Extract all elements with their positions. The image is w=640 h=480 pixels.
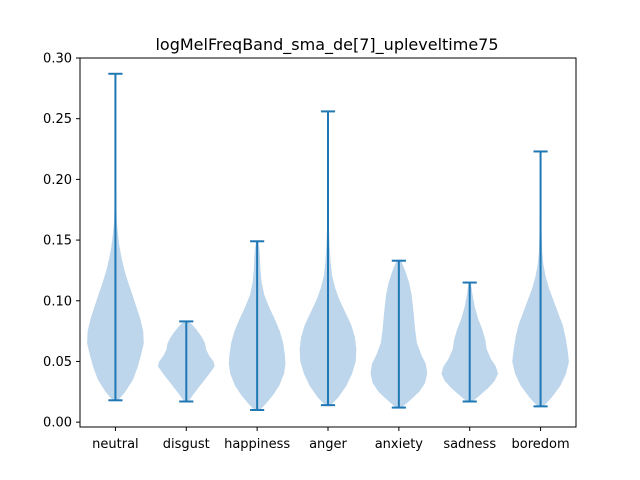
x-tick-label-disgust: disgust: [163, 437, 210, 452]
chart-title: logMelFreqBand_sma_de[7]_upleveltime75: [155, 35, 498, 55]
y-tick-label-2: 0.10: [43, 294, 72, 309]
y-tick-label-4: 0.20: [43, 173, 72, 188]
plot-frame: [79, 57, 577, 428]
x-tick-label-happiness: happiness: [224, 437, 290, 452]
x-tick-label-neutral: neutral: [92, 437, 139, 452]
y-tick-label-0: 0.00: [43, 416, 72, 431]
y-tick-label-3: 0.15: [43, 234, 72, 249]
x-axis: neutral disgust happiness anger anxiety sadne…: [92, 427, 570, 452]
x-tick-label-anxiety: anxiety: [375, 437, 424, 452]
y-tick-label-5: 0.25: [43, 112, 72, 127]
x-tick-label-anger: anger: [309, 437, 347, 452]
x-tick-label-sadness: sadness: [443, 437, 496, 452]
y-axis: 0.00 0.05 0.10 0.15 0.20 0.25 0.30: [43, 52, 80, 431]
y-tick-label-1: 0.05: [43, 355, 72, 370]
y-tick-label-6: 0.30: [43, 52, 72, 67]
violin-bodies: [87, 72, 569, 412]
x-tick-label-boredom: boredom: [512, 437, 570, 452]
